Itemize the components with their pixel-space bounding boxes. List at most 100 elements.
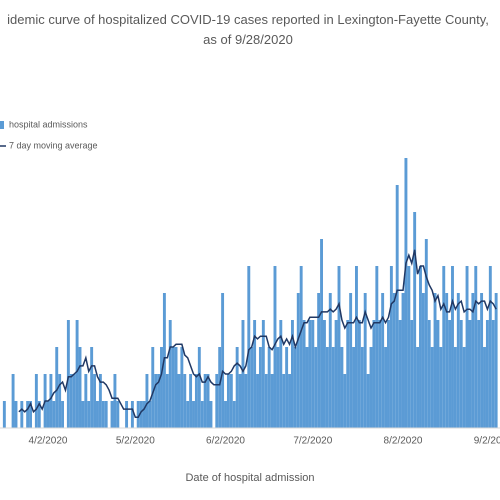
- bar: [264, 374, 268, 428]
- bar: [288, 374, 291, 428]
- bar: [352, 347, 356, 428]
- bar: [160, 347, 163, 428]
- bar: [270, 374, 274, 428]
- bar: [34, 374, 38, 428]
- bar: [224, 401, 227, 428]
- bar: [357, 320, 361, 428]
- bar: [52, 401, 56, 428]
- bar: [360, 347, 364, 428]
- bar: [343, 374, 347, 428]
- bar: [136, 401, 140, 428]
- bar: [322, 320, 326, 428]
- bar: [194, 374, 198, 428]
- bar: [398, 320, 402, 428]
- bar: [180, 347, 184, 428]
- bar: [215, 374, 219, 428]
- bar: [101, 401, 105, 428]
- bar: [363, 293, 367, 428]
- bar: [366, 374, 370, 428]
- bar: [320, 239, 323, 428]
- bar: [218, 347, 222, 428]
- bar: [250, 347, 254, 428]
- bar: [381, 293, 385, 428]
- legend-label: hospital admissions: [9, 119, 88, 129]
- bar: [139, 401, 143, 428]
- bar: [189, 374, 193, 428]
- bar: [206, 374, 210, 428]
- bar: [84, 374, 88, 428]
- bar: [157, 374, 161, 428]
- bar: [471, 293, 475, 428]
- x-tick-label: 7/2/2020: [293, 436, 332, 447]
- bar: [186, 401, 190, 428]
- bar: [337, 266, 341, 428]
- bar: [451, 266, 454, 428]
- bar: [430, 347, 434, 428]
- bar: [148, 401, 152, 428]
- bar: [276, 347, 280, 428]
- bar: [465, 266, 469, 428]
- bar: [462, 347, 466, 428]
- bar: [453, 347, 457, 428]
- bar: [11, 374, 15, 428]
- bar: [296, 293, 300, 428]
- bar: [387, 320, 390, 428]
- bar: [72, 374, 76, 428]
- bar: [468, 320, 472, 428]
- bar: [483, 347, 486, 428]
- bar: [456, 293, 460, 428]
- bar: [293, 347, 297, 428]
- chart-title: idemic curve of hospitalized COVID-19 ca…: [7, 12, 489, 47]
- bar: [334, 320, 338, 428]
- bar: [61, 401, 65, 428]
- bar: [392, 293, 396, 428]
- bar: [258, 347, 262, 428]
- bar: [389, 266, 393, 428]
- bar: [436, 320, 440, 428]
- bar: [395, 185, 399, 428]
- bar: [410, 320, 414, 428]
- bar: [427, 320, 431, 428]
- bar: [200, 401, 204, 428]
- bar: [130, 401, 134, 428]
- bar: [474, 266, 478, 428]
- bar: [244, 374, 248, 428]
- bar: [98, 374, 102, 428]
- bar: [477, 320, 481, 428]
- x-tick-label: 8/2/2020: [384, 436, 423, 447]
- bar: [75, 320, 79, 428]
- bar: [401, 293, 405, 428]
- bar: [485, 320, 489, 428]
- bar: [58, 374, 62, 428]
- bar: [407, 266, 411, 428]
- bar: [459, 320, 463, 428]
- bar: [69, 374, 73, 428]
- bar: [203, 374, 207, 428]
- bar: [26, 401, 30, 428]
- bar: [355, 266, 358, 428]
- bar: [125, 401, 129, 428]
- bar: [226, 374, 230, 428]
- bar: [442, 266, 446, 428]
- bar: [331, 347, 335, 428]
- bar: [171, 347, 175, 428]
- bar: [183, 374, 187, 428]
- bar: [165, 374, 169, 428]
- bar: [439, 347, 443, 428]
- bar: [14, 401, 18, 428]
- bar: [113, 374, 117, 428]
- bar: [419, 266, 422, 428]
- bar: [378, 320, 382, 428]
- bar: [325, 347, 329, 428]
- bar: [142, 401, 146, 428]
- bar: [317, 293, 321, 428]
- bar: [90, 347, 94, 428]
- bar: [299, 266, 303, 428]
- bar: [55, 347, 59, 428]
- bar: [285, 347, 289, 428]
- bar: [308, 320, 312, 428]
- bar: [29, 401, 32, 428]
- bar: [145, 374, 149, 428]
- bar: [328, 293, 332, 428]
- bar: [247, 266, 251, 428]
